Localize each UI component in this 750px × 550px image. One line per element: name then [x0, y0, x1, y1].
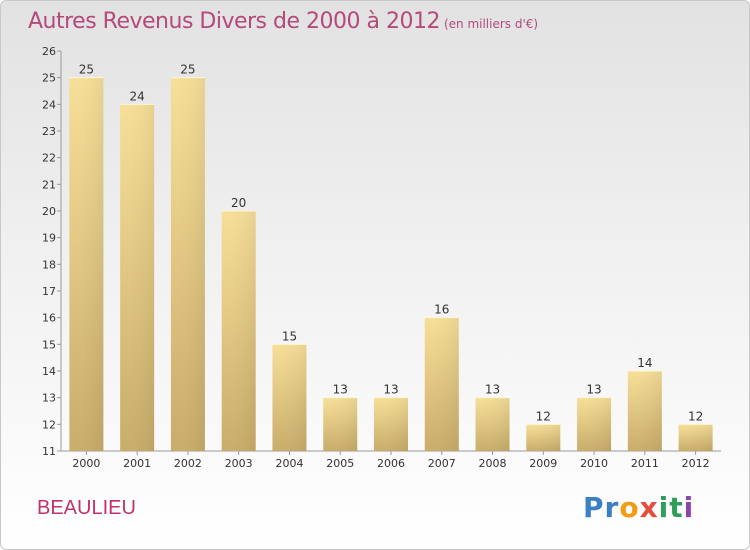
x-tick-label: 2012: [682, 457, 710, 470]
x-tick-label: 2006: [377, 457, 405, 470]
data-label: 16: [434, 303, 449, 317]
data-label: 13: [333, 383, 348, 397]
x-tick-label: 2008: [479, 457, 507, 470]
logo-letter: t: [669, 491, 684, 524]
data-label: 25: [79, 63, 94, 77]
chart-bars: [69, 77, 713, 452]
y-tick-label: 20: [42, 205, 56, 218]
y-tick-label: 15: [42, 338, 56, 351]
proxiti-logo: Proxiti: [583, 491, 694, 524]
bar-shade: [627, 371, 662, 451]
bar-shade: [69, 77, 104, 452]
x-tick-label: 2003: [225, 457, 253, 470]
data-label: 25: [180, 63, 195, 77]
bar-shade: [424, 317, 459, 451]
bar-shade: [526, 424, 561, 451]
y-tick-label: 19: [42, 232, 56, 245]
chart-subtitle: (en milliers d'€): [443, 17, 539, 31]
x-tick-label: 2000: [72, 457, 100, 470]
x-tick-label: 2007: [428, 457, 456, 470]
data-label: 20: [231, 196, 246, 210]
x-tick-label: 2009: [529, 457, 557, 470]
y-tick-label: 14: [42, 365, 56, 378]
y-tick-label: 17: [42, 285, 56, 298]
y-tick-label: 24: [42, 98, 56, 111]
bar-shade: [323, 397, 358, 451]
y-tick-label: 11: [42, 445, 56, 458]
y-tick-label: 26: [42, 45, 56, 58]
x-tick-label: 2011: [631, 457, 659, 470]
x-tick-label: 2005: [326, 457, 354, 470]
logo-letter: o: [619, 491, 640, 524]
data-label: 12: [688, 409, 703, 423]
data-label: 24: [130, 89, 145, 103]
x-tick-label: 2001: [123, 457, 151, 470]
y-tick-label: 18: [42, 258, 56, 271]
data-label: 12: [536, 409, 551, 423]
bar-shade: [475, 397, 510, 451]
data-label: 14: [637, 356, 652, 370]
y-tick-label: 21: [42, 178, 56, 191]
y-tick-label: 12: [42, 418, 56, 431]
data-label: 13: [485, 383, 500, 397]
y-tick-label: 13: [42, 392, 56, 405]
y-tick-label: 23: [42, 125, 56, 138]
bar-shade: [678, 424, 713, 451]
chart-axes: 11 12 13 14 15 16 17 18 19 20 21 22 23 24 25 26: [42, 45, 721, 458]
x-tick-label: 2002: [174, 457, 202, 470]
logo-letter: P: [583, 491, 605, 524]
y-tick-label: 25: [42, 72, 56, 85]
x-tick-label: 2010: [580, 457, 608, 470]
bar-shade: [221, 211, 256, 451]
data-label: 13: [383, 383, 398, 397]
data-label: 13: [586, 383, 601, 397]
bar-shade: [272, 344, 307, 451]
bar-shade: [120, 104, 155, 451]
bar-shade: [577, 397, 612, 451]
logo-letter: r: [604, 491, 620, 524]
bar-shade: [170, 77, 205, 452]
data-label: 15: [282, 329, 297, 343]
y-tick-label: 16: [42, 312, 56, 325]
x-tick-label: 2004: [275, 457, 303, 470]
town-name: BEAULIEU: [37, 497, 136, 519]
chart-title: Autres Revenus Divers de 2000 à 2012 (en …: [28, 9, 538, 34]
logo-letter: i: [658, 491, 670, 524]
logo-letter: x: [639, 491, 659, 524]
chart-title-text: Autres Revenus Divers de 2000 à 2012: [28, 9, 440, 34]
y-tick-label: 22: [42, 152, 56, 165]
chart-labels: 2000 25 2001 24 2002 25 2003 20 2004 15 2005 13 2006…: [72, 63, 709, 470]
logo-letter: i: [683, 491, 695, 524]
bar-shade: [374, 397, 408, 451]
